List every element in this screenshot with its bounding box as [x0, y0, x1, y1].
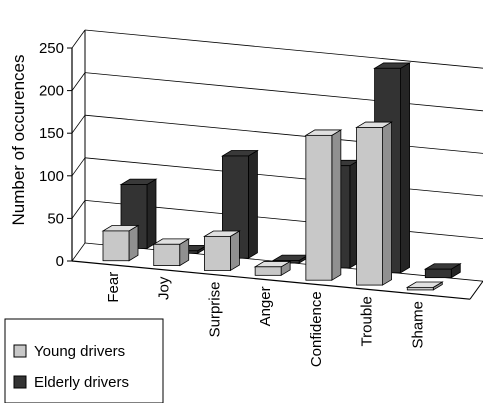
y-tick-label-200: 200: [39, 83, 64, 100]
legend-label-young: Young drivers: [34, 343, 125, 360]
side-grid-200: [71, 72, 86, 91]
side-grid-100: [71, 157, 86, 177]
gridline-250: [84, 29, 483, 69]
bar-elderly-surprise-side: [248, 149, 258, 259]
x-tick-label-confidence: Confidence: [308, 291, 325, 367]
bar-young-anger: [254, 266, 282, 276]
bar-young-confidence: [305, 134, 333, 281]
bar-elderly-shame: [424, 268, 452, 279]
y-tick-label-150: 150: [39, 125, 64, 142]
x-tick-label-surprise: Surprise: [206, 282, 223, 338]
bar-young-surprise: [204, 235, 231, 271]
x-tick-label-trouble: Trouble: [359, 296, 376, 346]
bar-young-shame: [406, 286, 434, 291]
labels: 0 50 100 150 200 250 Fear Joy Surprise Anger Confi…: [39, 40, 426, 367]
gridline-100: [84, 157, 483, 197]
x-tick-label-anger: Anger: [257, 286, 274, 326]
side-grid-0: [71, 242, 86, 262]
bar-elderly-trouble-side: [400, 62, 410, 274]
bar-young-trouble-side: [382, 121, 392, 286]
legend-swatch-young: [13, 344, 27, 358]
x-tick-label-shame: Shame: [409, 301, 426, 349]
side-grid-250: [71, 29, 86, 49]
legend: Young drivers Elderly drivers: [4, 318, 164, 403]
bar-young-confidence-side: [331, 129, 342, 281]
bar-young-fear-side: [128, 224, 139, 262]
bar-young-surprise-side: [230, 230, 240, 272]
x-axis-line: [71, 260, 471, 300]
x-tick-label-joy: Joy: [156, 276, 173, 300]
gridline-200: [84, 72, 483, 112]
bars: [101, 62, 462, 291]
legend-label-elderly: Elderly drivers: [34, 374, 129, 391]
x-tick-label-fear: Fear: [105, 272, 122, 303]
floor-right-edge: [469, 280, 483, 300]
y-tick-label-250: 250: [39, 40, 64, 57]
y-tick-label-0: 0: [56, 253, 64, 270]
y-axis-label: Number of occurences: [9, 54, 28, 225]
y-tick-label-100: 100: [39, 168, 64, 185]
bar-young-joy: [153, 243, 181, 266]
side-grid-50: [71, 200, 86, 219]
y-tick-label-50: 50: [47, 210, 64, 227]
legend-swatch-elderly: [13, 375, 27, 389]
bar-elderly-fear-side: [146, 178, 157, 250]
axes: [67, 30, 483, 300]
bar-young-fear: [102, 230, 130, 262]
gridline-150: [84, 114, 483, 154]
bar-young-trouble: [356, 127, 383, 286]
legend-box: [4, 318, 164, 403]
side-grid-150: [71, 114, 86, 134]
